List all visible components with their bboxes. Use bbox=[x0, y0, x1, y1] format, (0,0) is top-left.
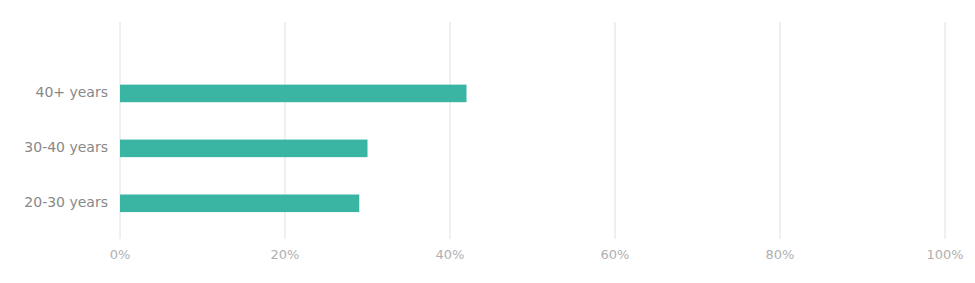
grid-line bbox=[615, 22, 616, 239]
category-label: 40+ years bbox=[35, 84, 108, 100]
grid-line bbox=[780, 22, 781, 239]
x-ticks: 0% 20% 40% 60% 80% 100% bbox=[110, 247, 964, 262]
x-tick-label: 80% bbox=[766, 247, 795, 262]
grid-line bbox=[450, 22, 451, 239]
bar bbox=[120, 195, 359, 213]
x-tick-label: 40% bbox=[436, 247, 465, 262]
chart: 0% 20% 40% 60% 80% 100% 20-30 years 30-40 years… bbox=[0, 0, 975, 283]
bars bbox=[120, 85, 467, 212]
x-tick-label: 100% bbox=[926, 247, 963, 262]
chart-container: 0% 20% 40% 60% 80% 100% 20-30 years 30-40 years… bbox=[0, 0, 975, 283]
bar bbox=[120, 140, 368, 158]
category-label: 20-30 years bbox=[24, 194, 108, 210]
x-tick-label: 0% bbox=[110, 247, 131, 262]
bar bbox=[120, 85, 467, 103]
y-ticks: 20-30 years 30-40 years 40+ years bbox=[24, 84, 108, 210]
grid-line bbox=[945, 22, 946, 239]
category-label: 30-40 years bbox=[24, 139, 108, 155]
grid bbox=[120, 22, 945, 239]
x-tick-label: 60% bbox=[601, 247, 630, 262]
x-tick-label: 20% bbox=[271, 247, 300, 262]
